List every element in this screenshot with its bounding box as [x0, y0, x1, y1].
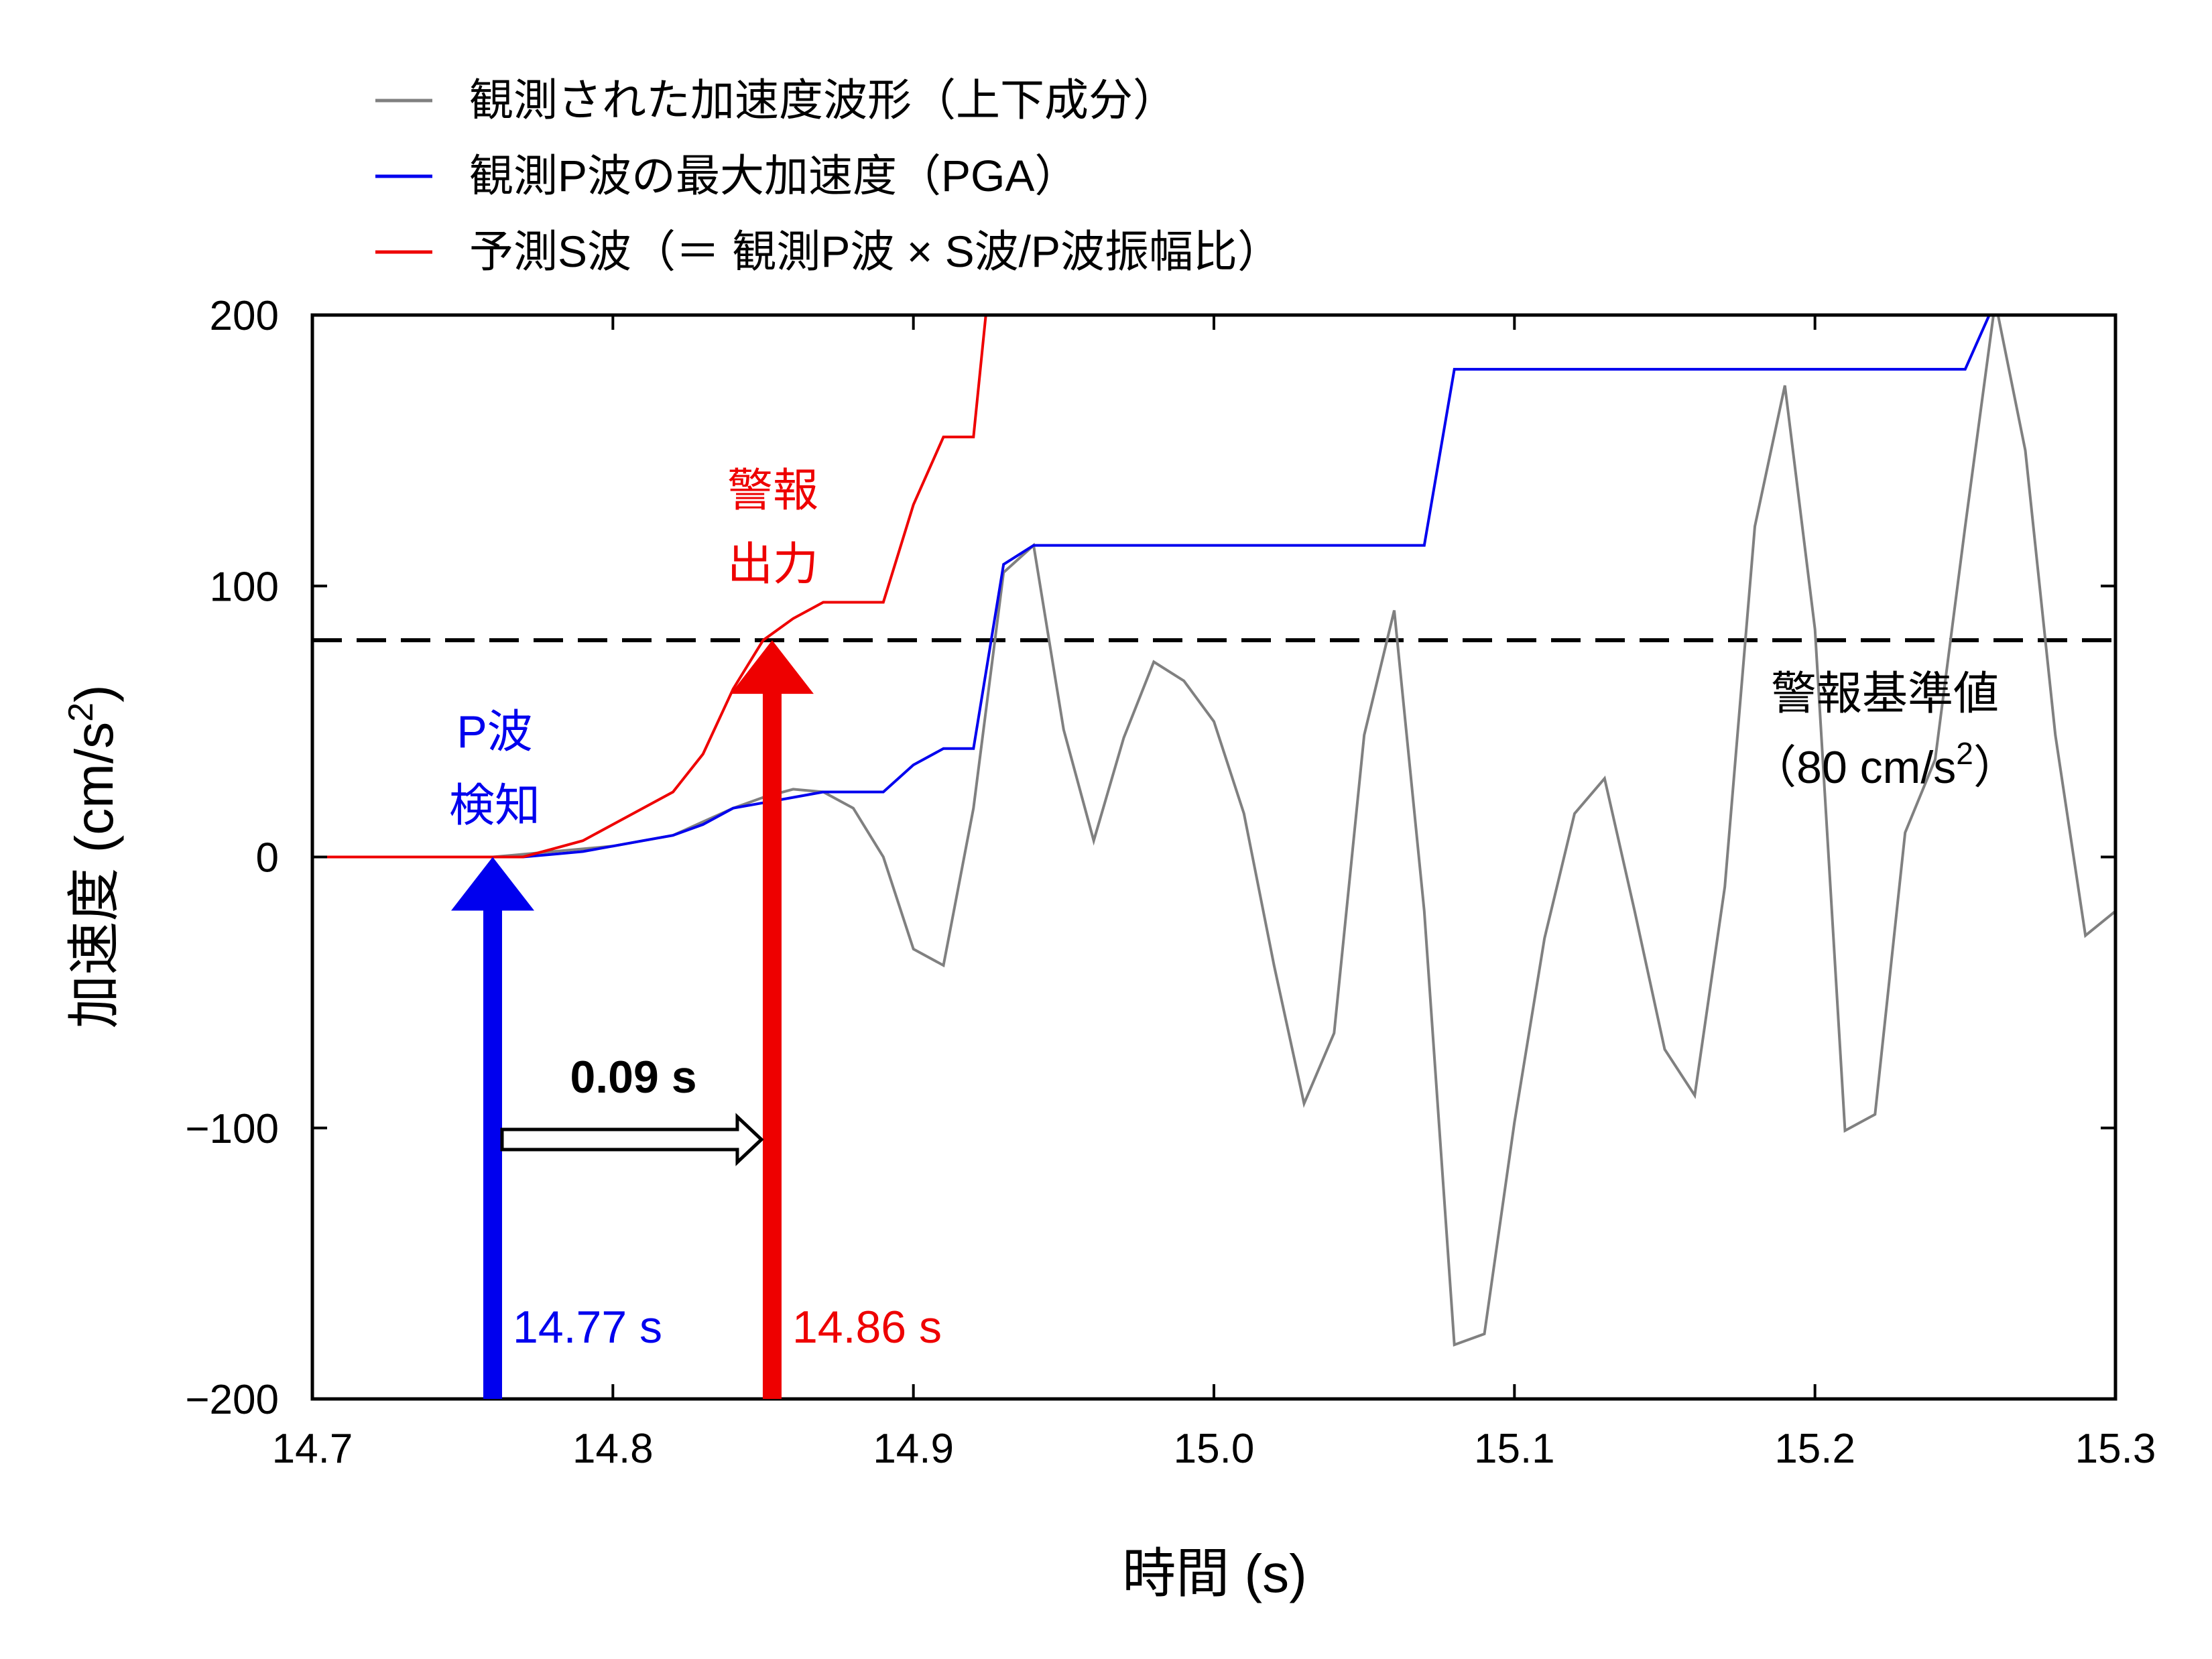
legend-label-pga: 観測P波の最大加速度（PGA）	[469, 151, 1079, 200]
x-tick-label: 15.0	[1174, 1426, 1255, 1472]
series-line-pga	[312, 315, 1991, 859]
y-axis-label-sup: 2	[62, 702, 101, 722]
alarm-label-line1: 警報	[727, 465, 818, 516]
legend-label-observed: 観測された加速度波形（上下成分）	[469, 75, 1177, 125]
delay-label: 0.09 s	[570, 1052, 696, 1103]
y-axis-label: 加速度 (cm/s2)	[62, 684, 124, 1028]
alarm-time-label: 14.86 s	[792, 1302, 942, 1353]
p-detect-time-label: 14.77 s	[513, 1302, 662, 1353]
x-tick-label: 14.7	[272, 1426, 353, 1472]
threshold-sublabel: （80 cm/s2）	[1751, 736, 2019, 793]
y-tick-label: 200	[210, 293, 279, 339]
x-axis-label: 時間 (s)	[1122, 1544, 1307, 1603]
threshold-label: 警報基準値	[1771, 668, 1999, 719]
p-detect-arrow-shaft	[483, 909, 502, 1399]
series-line-predicted	[312, 315, 987, 859]
plot-frame	[310, 313, 2117, 1401]
x-tick-label: 14.9	[873, 1426, 954, 1472]
x-tick-label: 14.8	[572, 1426, 654, 1472]
x-tick-label: 15.2	[1774, 1426, 1855, 1472]
y-axis-label-main: 加速度 (cm/s	[64, 722, 124, 1029]
threshold-sublabel-main: （80 cm/s	[1751, 742, 1956, 793]
y-tick-label: −200	[185, 1377, 279, 1423]
x-tick-label: 15.1	[1474, 1426, 1555, 1472]
y-tick-label: −100	[185, 1106, 279, 1152]
alarm-label-line2: 出力	[727, 539, 818, 590]
p-detect-label-line1: P波	[456, 706, 532, 757]
threshold-sublabel-sup: 2	[1956, 736, 1973, 771]
series-line-observed	[312, 315, 2115, 1347]
p-detect-arrow-head	[451, 857, 534, 911]
delay-arrow	[500, 1113, 764, 1166]
legend-label-predicted: 予測S波（＝ 観測P波 × S波/P波振幅比）	[469, 227, 1282, 276]
y-tick-label: 100	[210, 564, 279, 610]
axis-ticks: 14.7 14.8 14.9 15.0 15.1 15.2 15.3 200 100 0 −100 −…	[185, 293, 2156, 1472]
y-tick-label: 0	[256, 835, 279, 881]
threshold-sublabel-end: ）	[1973, 742, 2019, 793]
alarm-arrow-shaft	[762, 692, 782, 1399]
y-axis-label-end: )	[64, 684, 124, 702]
legend: 観測された加速度波形（上下成分） 観測P波の最大加速度（PGA） 予測S波（＝ …	[375, 75, 1282, 276]
alarm-arrow-head	[730, 640, 814, 694]
p-detect-label-line2: 検知	[449, 780, 540, 831]
x-tick-label: 15.3	[2075, 1426, 2156, 1472]
